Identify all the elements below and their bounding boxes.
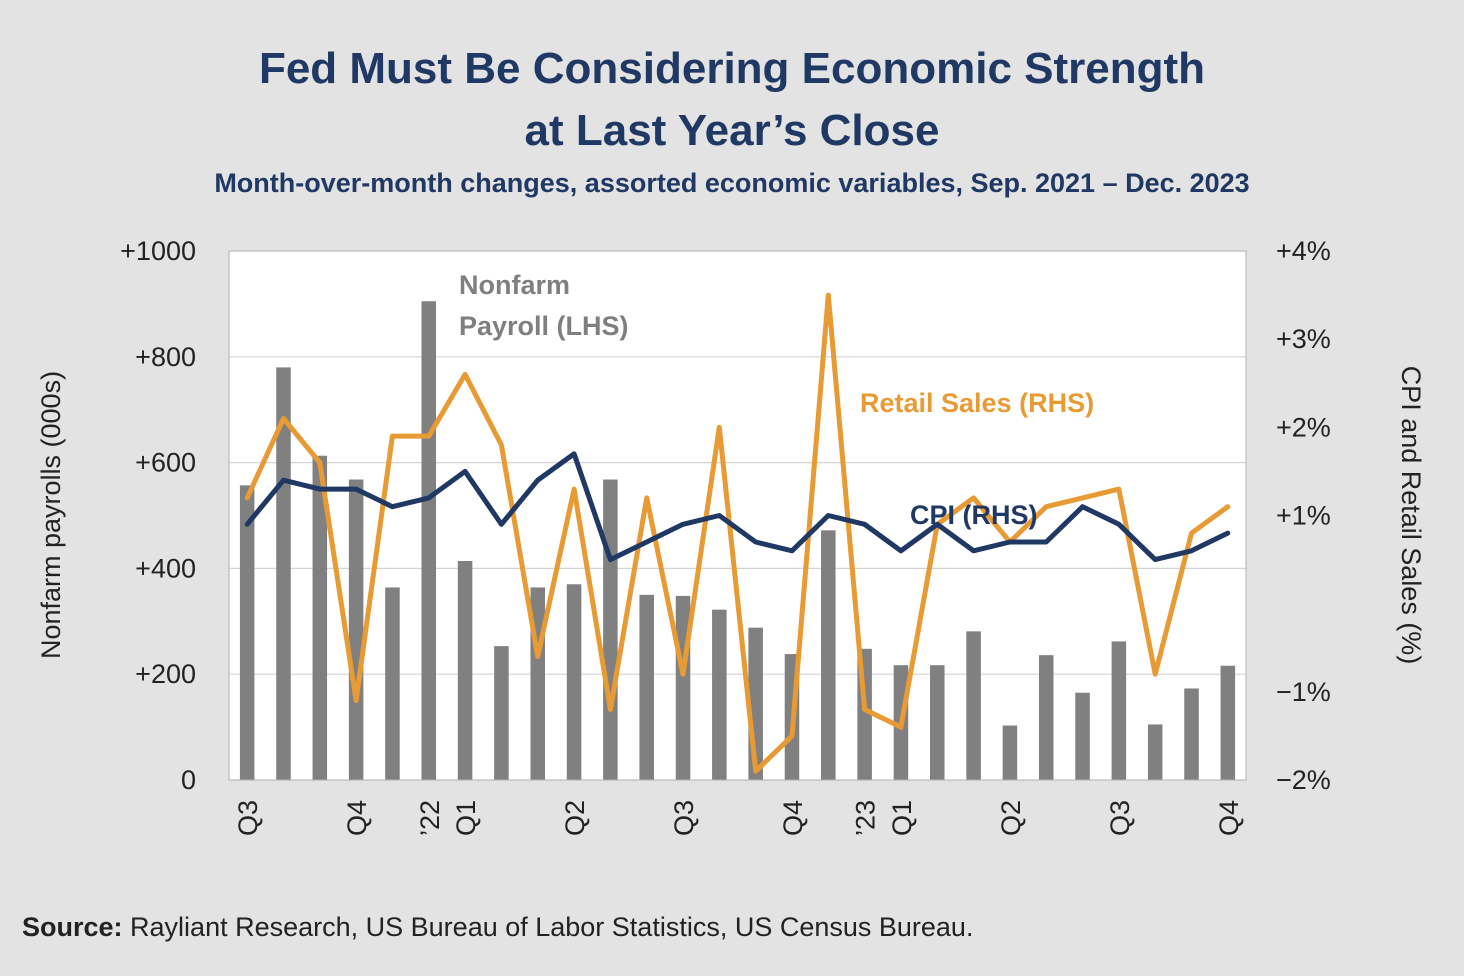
x-tick-label: Q4 — [778, 800, 808, 836]
left-axis-ticks: 0 +200 +400 +600 +800 +1000 — [120, 236, 196, 795]
x-tick-label: Q3 — [669, 800, 699, 836]
payroll-bar — [639, 594, 654, 780]
left-tick-label: 0 — [181, 765, 196, 795]
left-tick-label: +600 — [135, 448, 196, 478]
payroll-annotation-line-2: Payroll (LHS) — [459, 311, 629, 341]
payroll-bar — [603, 479, 618, 780]
chart-subtitle: Month-over-month changes, assorted econo… — [214, 168, 1250, 198]
source-note: Source: Rayliant Research, US Bureau of … — [22, 912, 973, 943]
payroll-bar — [1111, 641, 1127, 780]
cpi-annotation: CPI (RHS) — [910, 500, 1038, 530]
x-tick-label: Q1 — [887, 800, 917, 836]
source-label: Source: — [22, 912, 123, 942]
payroll-bar — [457, 560, 473, 780]
right-tick-label: −1% — [1276, 677, 1331, 707]
x-tick-label: Q3 — [1105, 800, 1135, 836]
chart-title: Fed Must Be Considering Economic Strengt… — [0, 38, 1464, 162]
cpi-line — [244, 451, 1231, 563]
left-tick-label: +800 — [135, 342, 196, 372]
x-tick-label: Q2 — [560, 800, 590, 836]
retail-annotation: Retail Sales (RHS) — [860, 388, 1094, 418]
right-axis-title: CPI and Retail Sales (%) — [1396, 366, 1426, 665]
title-line-2: at Last Year’s Close — [524, 106, 940, 155]
x-axis-ticks: Q3 Q4’22 Q1 Q2 Q3 Q4’23 Q1 Q2 Q3 Q4 — [233, 800, 1244, 836]
payroll-bar — [1075, 692, 1090, 780]
left-tick-label: +400 — [135, 553, 196, 583]
payroll-bar — [385, 587, 400, 780]
right-tick-label: +1% — [1276, 501, 1331, 531]
payroll-bar — [712, 609, 727, 780]
payroll-bar — [930, 665, 945, 780]
payroll-bar — [421, 301, 437, 780]
left-axis-title: Nonfarm payrolls (000s) — [36, 371, 66, 659]
payroll-bar — [821, 530, 836, 780]
payroll-bar — [276, 367, 291, 780]
x-tick-label: ’23 — [851, 800, 881, 836]
right-tick-label: +4% — [1276, 236, 1331, 266]
payroll-bar — [1220, 665, 1236, 780]
payroll-bar — [1184, 688, 1199, 780]
payroll-bar — [1147, 724, 1163, 780]
right-tick-label: +2% — [1276, 412, 1331, 442]
payroll-bar — [566, 584, 582, 780]
right-tick-label: −2% — [1276, 765, 1331, 795]
x-tick-label: Q2 — [996, 800, 1026, 836]
right-axis-ticks: −2% −1% +1% +2% +3% +4% — [1276, 236, 1331, 795]
x-tick-label: Q3 — [233, 800, 263, 836]
payroll-bar — [348, 479, 364, 780]
series-lines — [244, 292, 1231, 774]
payroll-bar — [239, 485, 255, 780]
right-tick-label: +3% — [1276, 324, 1331, 354]
payroll-bar — [966, 631, 981, 780]
payroll-bar — [312, 455, 328, 780]
left-tick-label: +1000 — [120, 236, 196, 266]
payroll-annotation-line-1: Nonfarm — [459, 270, 570, 300]
x-tick-label: Q4 — [1214, 800, 1244, 836]
x-tick-label: Q4 — [342, 800, 372, 836]
x-tick-label: ’22 — [415, 800, 445, 836]
title-line-1: Fed Must Be Considering Economic Strengt… — [258, 44, 1206, 93]
source-text: Rayliant Research, US Bureau of Labor St… — [130, 912, 974, 942]
x-tick-label: Q1 — [451, 800, 481, 836]
retail-sales-line — [244, 292, 1231, 774]
payroll-bar — [494, 646, 509, 780]
payroll-bar — [1002, 725, 1018, 780]
plot-frame — [228, 250, 1247, 781]
payroll-bar — [1038, 655, 1054, 780]
left-tick-label: +200 — [135, 659, 196, 689]
